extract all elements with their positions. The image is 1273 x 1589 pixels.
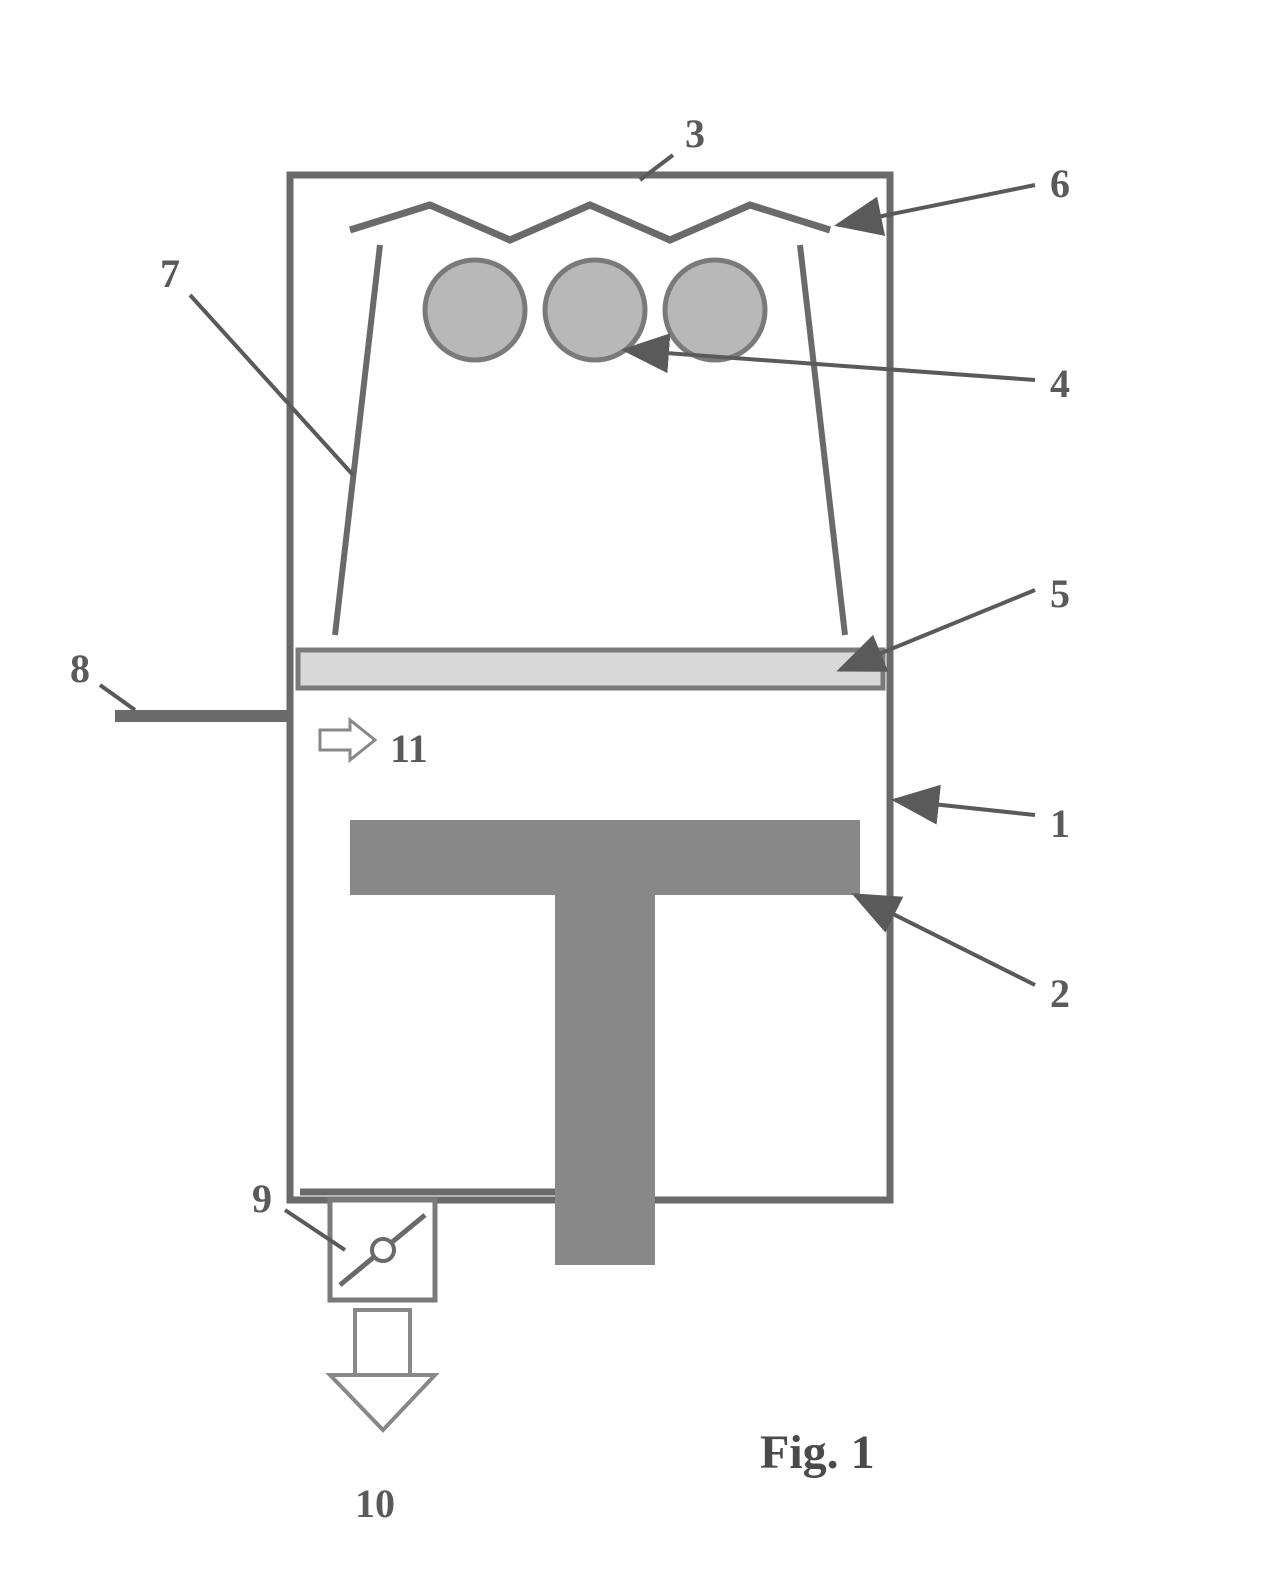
inlet-arrow-icon [320, 720, 375, 760]
leader-line-7 [190, 295, 353, 475]
label-11: 11 [390, 725, 428, 772]
label-9: 9 [252, 1175, 272, 1222]
label-6: 6 [1050, 160, 1070, 207]
t-shape-horizontal [350, 820, 860, 895]
leader-arrow-5 [840, 590, 1035, 670]
inlet-tube [115, 710, 293, 722]
t-shape-vertical [555, 895, 655, 1265]
diagram-container [0, 0, 1273, 1584]
figure-caption: Fig. 1 [760, 1425, 875, 1480]
label-3: 3 [685, 110, 705, 157]
leader-arrow-1 [895, 800, 1035, 815]
label-4: 4 [1050, 360, 1070, 407]
label-7: 7 [160, 250, 180, 297]
diagram-svg [0, 0, 1273, 1584]
circle-element-2 [665, 260, 765, 360]
leader-line-8 [100, 685, 135, 710]
label-8: 8 [70, 645, 90, 692]
label-2: 2 [1050, 970, 1070, 1017]
outlet-arrow-body [355, 1310, 410, 1375]
circle-element-1 [545, 260, 645, 360]
right-angled-line [800, 245, 845, 635]
outlet-arrow-head-icon [330, 1375, 435, 1430]
leader-arrow-2 [855, 895, 1035, 985]
circle-element-0 [425, 260, 525, 360]
left-angled-line [335, 245, 380, 635]
zigzag-element [350, 205, 830, 240]
leader-arrow-4 [625, 350, 1035, 380]
label-1: 1 [1050, 800, 1070, 847]
band-element [298, 650, 883, 688]
label-5: 5 [1050, 570, 1070, 617]
leader-arrow-6 [838, 185, 1035, 225]
valve-circle [372, 1239, 394, 1261]
label-10: 10 [355, 1480, 395, 1527]
